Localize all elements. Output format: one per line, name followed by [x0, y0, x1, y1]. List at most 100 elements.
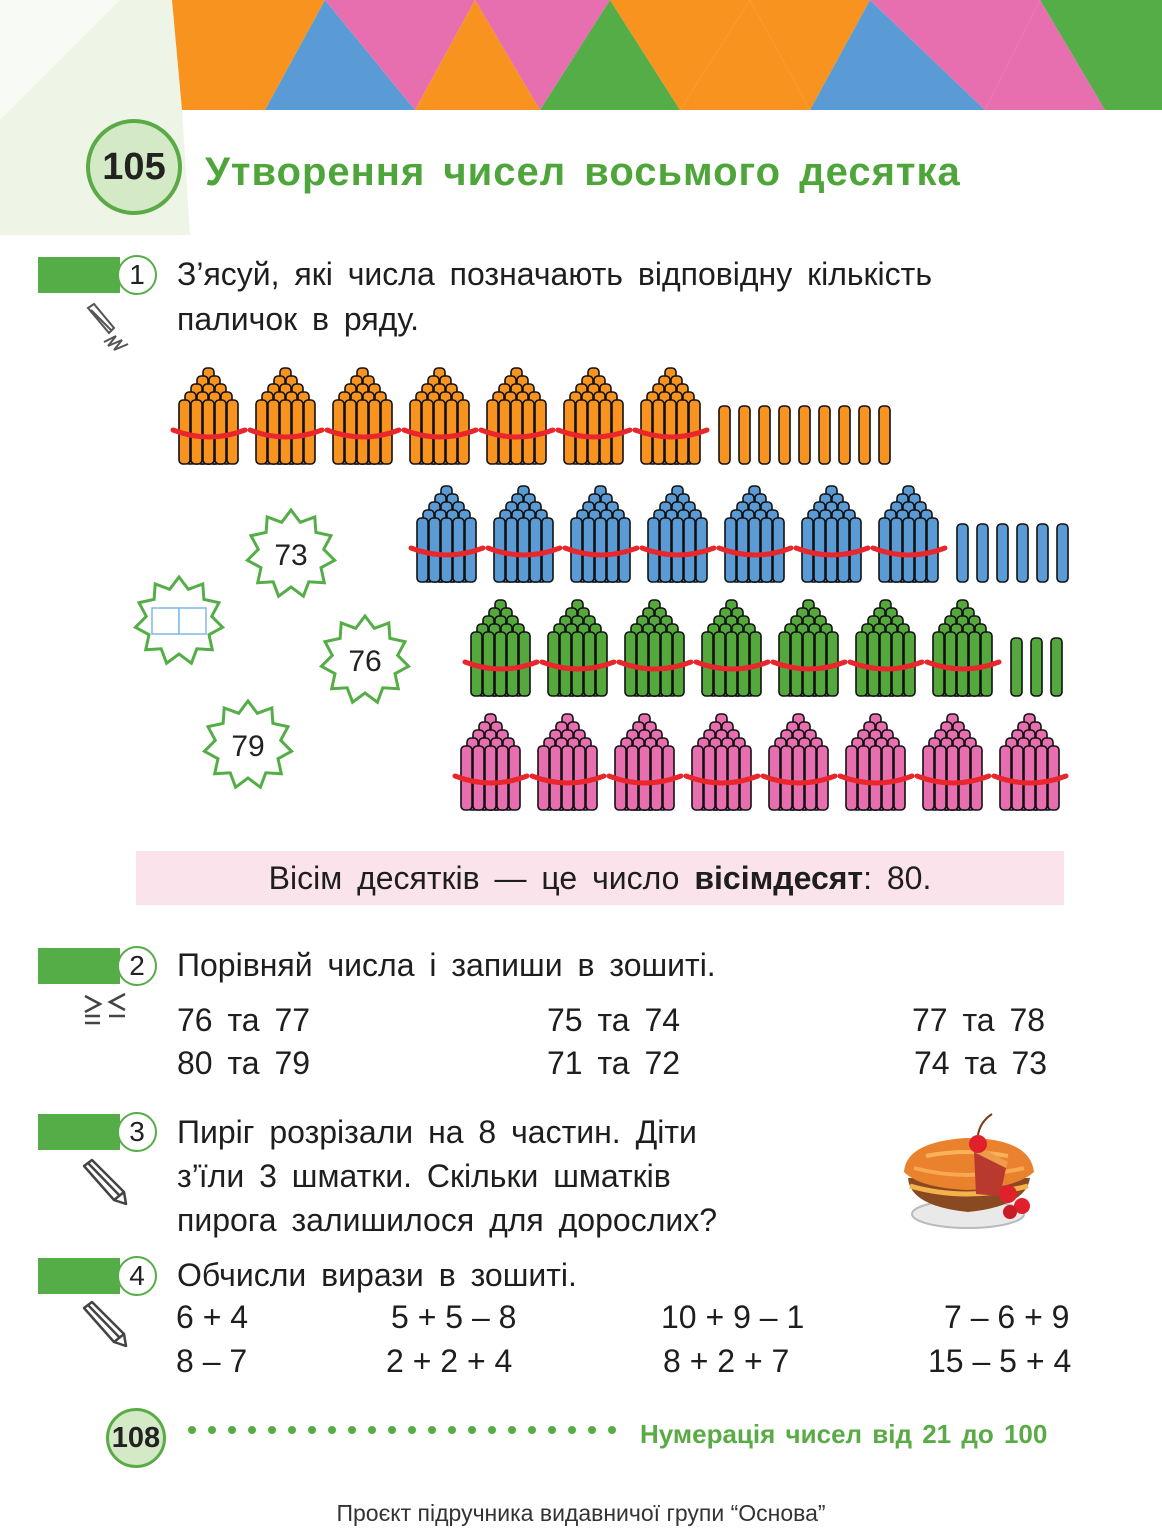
stick-row-green [462, 599, 1063, 697]
single-stick [976, 523, 989, 583]
number-star-79: 79 [201, 698, 295, 790]
stick-bundle [847, 599, 925, 697]
stick-bundle [452, 713, 530, 811]
stick-bundle [991, 713, 1069, 811]
single-stick [1016, 523, 1029, 583]
task-3-text-line-1: Пиріг розрізали на 8 частин. Діти [177, 1114, 697, 1150]
task-1-text-line-2: паличок в ряду. [177, 301, 420, 337]
stick-bundle [632, 367, 710, 465]
stick-row-orange [170, 367, 891, 465]
stick-bundle [485, 485, 563, 583]
number-star-76: 76 [318, 613, 412, 705]
stick-bundle [693, 599, 771, 697]
stick-bundle [683, 713, 761, 811]
rule-text-prefix: Вісім десятків — це число [268, 859, 695, 896]
single-stick [1010, 637, 1023, 697]
expression-8: 15 – 5 + 4 [928, 1343, 1072, 1379]
stick-bundle [529, 713, 607, 811]
stick-bundle [716, 485, 794, 583]
single-stick [1030, 637, 1043, 697]
task-3-number: 3 [117, 1112, 157, 1152]
expression-3: 10 + 9 – 1 [661, 1299, 805, 1335]
rule-text-suffix: : 80. [863, 859, 932, 896]
lesson-number-badge: 105 [86, 119, 182, 215]
answer-digit-box[interactable] [178, 607, 207, 635]
stick-row-blue [408, 485, 1069, 583]
single-stick [878, 405, 891, 465]
stick-bundle [616, 599, 694, 697]
sticks-illustration: 73 76 79 [132, 367, 1069, 811]
single-stick [718, 405, 731, 465]
task-2-marker [38, 948, 120, 984]
single-stick [738, 405, 751, 465]
stick-bundle [539, 599, 617, 697]
stick-bundle [793, 485, 871, 583]
single-stick [1056, 523, 1069, 583]
stick-row-pink [452, 713, 1069, 811]
single-stick [818, 405, 831, 465]
single-stick [1036, 523, 1049, 583]
stick-bundle [770, 599, 848, 697]
star-number-label: 73 [274, 539, 307, 572]
task-4-number: 4 [117, 1256, 157, 1296]
compare-pair-2: 75 та 74 [547, 1002, 681, 1038]
empty-answer-star[interactable] [132, 574, 226, 666]
single-stick [838, 405, 851, 465]
task-4-text: Обчисли вирази в зошиті. [177, 1257, 577, 1293]
single-stick [956, 523, 969, 583]
compare-pair-5: 71 та 72 [547, 1045, 681, 1081]
stick-bundle [562, 485, 640, 583]
compare-pair-6: 74 та 73 [914, 1045, 1048, 1081]
publisher-credit: Проєкт підручника видавничої групи “Осно… [336, 1500, 826, 1526]
pie-image [904, 1113, 1034, 1229]
task-2-number: 2 [117, 946, 157, 986]
compare-pair-3: 77 та 78 [912, 1002, 1046, 1038]
lesson-title: Утворення чисел восьмого десятка [205, 150, 961, 194]
pencil-icon [82, 1158, 128, 1206]
task-3-marker [38, 1114, 120, 1150]
rule-box: Вісім десятків — це число вісімдесят : 8… [136, 851, 1064, 905]
stick-bundle [462, 599, 540, 697]
stick-bundle [639, 485, 717, 583]
expression-2: 5 + 5 – 8 [391, 1299, 517, 1335]
expression-7: 8 + 2 + 7 [663, 1343, 790, 1379]
task-2-text: Порівняй числа і запиши в зошиті. [177, 947, 716, 983]
single-stick [858, 405, 871, 465]
task-4-marker [38, 1258, 120, 1294]
stick-bundle [247, 367, 325, 465]
stick-bundle [606, 713, 684, 811]
stick-bundle [760, 713, 838, 811]
pencil-scribble-icon [86, 302, 129, 351]
page-number-badge: 108 [106, 1408, 166, 1468]
stick-bundle [324, 367, 402, 465]
task-1-text-line-1: З’ясуй, які числа позначають відповідну … [177, 256, 932, 292]
stick-bundle [170, 367, 248, 465]
single-stick [778, 405, 791, 465]
single-stick [758, 405, 771, 465]
stick-bundle [924, 599, 1002, 697]
compare-signs-icon [84, 992, 126, 1025]
footer-dots [188, 1426, 616, 1434]
top-banner [0, 0, 1162, 235]
star-number-label: 79 [231, 730, 264, 763]
stick-bundle [408, 485, 486, 583]
expression-4: 7 – 6 + 9 [944, 1299, 1070, 1335]
task-1-marker [38, 257, 120, 293]
expression-6: 2 + 2 + 4 [386, 1343, 513, 1379]
task-3-text-line-3: пирога залишилося для дорослих? [177, 1202, 718, 1238]
task-1-number: 1 [117, 255, 157, 295]
stick-bundle [555, 367, 633, 465]
star-number-label: 76 [348, 645, 381, 678]
task-3-text-line-2: з’їли 3 шматки. Скільки шматків [177, 1158, 671, 1194]
compare-pair-4: 80 та 79 [177, 1045, 311, 1081]
answer-digit-box[interactable] [151, 607, 180, 635]
single-stick [798, 405, 811, 465]
stick-bundle [914, 713, 992, 811]
footer-section-title: Нумерація чисел від 21 до 100 [640, 1419, 1048, 1449]
stick-bundle [837, 713, 915, 811]
stick-bundle [401, 367, 479, 465]
rule-text-bold: вісімдесят [694, 859, 864, 896]
single-stick [996, 523, 1009, 583]
pencil-icon [82, 1300, 128, 1348]
number-star-73: 73 [244, 507, 338, 599]
